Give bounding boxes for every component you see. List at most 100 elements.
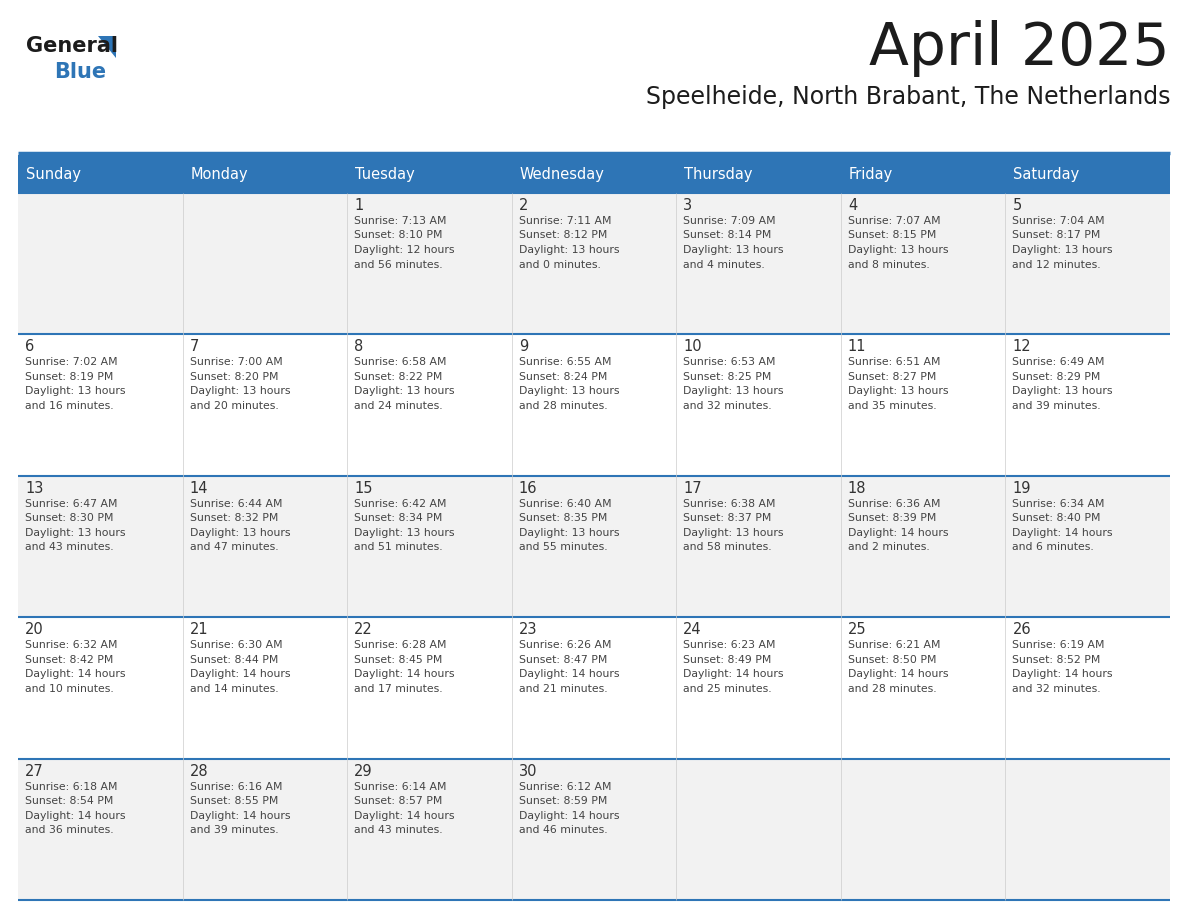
- Text: Daylight: 13 hours: Daylight: 13 hours: [1012, 386, 1113, 397]
- Text: Sunset: 8:10 PM: Sunset: 8:10 PM: [354, 230, 443, 241]
- Bar: [18, 155, 183, 193]
- Text: Daylight: 13 hours: Daylight: 13 hours: [683, 386, 784, 397]
- Text: 9: 9: [519, 340, 527, 354]
- Text: and 0 minutes.: and 0 minutes.: [519, 260, 601, 270]
- Text: and 24 minutes.: and 24 minutes.: [354, 401, 443, 411]
- Bar: [347, 334, 512, 476]
- Text: Daylight: 14 hours: Daylight: 14 hours: [519, 669, 619, 679]
- Text: 13: 13: [25, 481, 44, 496]
- Text: and 4 minutes.: and 4 minutes.: [683, 260, 765, 270]
- Text: Daylight: 13 hours: Daylight: 13 hours: [190, 386, 290, 397]
- Text: 2: 2: [519, 198, 529, 213]
- Text: Sunrise: 6:21 AM: Sunrise: 6:21 AM: [848, 640, 941, 650]
- Text: Sunset: 8:22 PM: Sunset: 8:22 PM: [354, 372, 442, 382]
- Text: Sunset: 8:19 PM: Sunset: 8:19 PM: [25, 372, 113, 382]
- Text: and 58 minutes.: and 58 minutes.: [683, 543, 772, 553]
- Text: 23: 23: [519, 622, 537, 637]
- Bar: [18, 334, 183, 476]
- Text: and 36 minutes.: and 36 minutes.: [25, 825, 114, 835]
- Text: Sunrise: 6:58 AM: Sunrise: 6:58 AM: [354, 357, 447, 367]
- Text: Blue: Blue: [53, 62, 106, 82]
- Text: Wednesday: Wednesday: [519, 166, 605, 182]
- Bar: [841, 334, 1005, 476]
- Bar: [512, 193, 676, 334]
- Text: Sunset: 8:30 PM: Sunset: 8:30 PM: [25, 513, 114, 523]
- Text: 20: 20: [25, 622, 44, 637]
- Text: Sunset: 8:35 PM: Sunset: 8:35 PM: [519, 513, 607, 523]
- Bar: [512, 334, 676, 476]
- Text: Sunset: 8:27 PM: Sunset: 8:27 PM: [848, 372, 936, 382]
- Text: Sunset: 8:37 PM: Sunset: 8:37 PM: [683, 513, 772, 523]
- Text: and 43 minutes.: and 43 minutes.: [25, 543, 114, 553]
- Bar: [1005, 758, 1170, 900]
- Text: Sunrise: 6:12 AM: Sunrise: 6:12 AM: [519, 781, 611, 791]
- Text: Daylight: 13 hours: Daylight: 13 hours: [519, 528, 619, 538]
- Bar: [347, 476, 512, 617]
- Text: Sunrise: 7:00 AM: Sunrise: 7:00 AM: [190, 357, 283, 367]
- Text: Sunrise: 6:44 AM: Sunrise: 6:44 AM: [190, 498, 282, 509]
- Text: Sunset: 8:17 PM: Sunset: 8:17 PM: [1012, 230, 1101, 241]
- Text: Sunrise: 6:53 AM: Sunrise: 6:53 AM: [683, 357, 776, 367]
- Text: Sunset: 8:40 PM: Sunset: 8:40 PM: [1012, 513, 1101, 523]
- Text: and 55 minutes.: and 55 minutes.: [519, 543, 607, 553]
- Text: Sunrise: 7:02 AM: Sunrise: 7:02 AM: [25, 357, 118, 367]
- Text: and 2 minutes.: and 2 minutes.: [848, 543, 929, 553]
- Text: Sunset: 8:50 PM: Sunset: 8:50 PM: [848, 655, 936, 665]
- Bar: [1005, 617, 1170, 758]
- Bar: [676, 617, 841, 758]
- Text: 15: 15: [354, 481, 373, 496]
- Text: and 10 minutes.: and 10 minutes.: [25, 684, 114, 694]
- Text: Sunrise: 7:09 AM: Sunrise: 7:09 AM: [683, 216, 776, 226]
- Text: Daylight: 14 hours: Daylight: 14 hours: [354, 811, 455, 821]
- Text: Sunset: 8:29 PM: Sunset: 8:29 PM: [1012, 372, 1101, 382]
- Text: Sunrise: 6:55 AM: Sunrise: 6:55 AM: [519, 357, 611, 367]
- Text: and 28 minutes.: and 28 minutes.: [519, 401, 607, 411]
- Text: 1: 1: [354, 198, 364, 213]
- Bar: [183, 334, 347, 476]
- Text: 7: 7: [190, 340, 198, 354]
- Text: Friday: Friday: [849, 166, 893, 182]
- Text: and 14 minutes.: and 14 minutes.: [190, 684, 278, 694]
- Text: Tuesday: Tuesday: [355, 166, 415, 182]
- Text: Sunset: 8:45 PM: Sunset: 8:45 PM: [354, 655, 442, 665]
- Bar: [18, 193, 183, 334]
- Bar: [1005, 155, 1170, 193]
- Bar: [512, 476, 676, 617]
- Text: Monday: Monday: [190, 166, 248, 182]
- Text: Sunrise: 7:07 AM: Sunrise: 7:07 AM: [848, 216, 941, 226]
- Bar: [183, 155, 347, 193]
- Text: 25: 25: [848, 622, 866, 637]
- Text: Daylight: 14 hours: Daylight: 14 hours: [519, 811, 619, 821]
- Text: Sunset: 8:44 PM: Sunset: 8:44 PM: [190, 655, 278, 665]
- Text: Sunrise: 6:26 AM: Sunrise: 6:26 AM: [519, 640, 611, 650]
- Text: and 6 minutes.: and 6 minutes.: [1012, 543, 1094, 553]
- Text: 24: 24: [683, 622, 702, 637]
- Text: 10: 10: [683, 340, 702, 354]
- Text: Sunrise: 6:32 AM: Sunrise: 6:32 AM: [25, 640, 118, 650]
- Text: and 16 minutes.: and 16 minutes.: [25, 401, 114, 411]
- Text: Sunset: 8:34 PM: Sunset: 8:34 PM: [354, 513, 442, 523]
- Text: and 39 minutes.: and 39 minutes.: [190, 825, 278, 835]
- Text: 28: 28: [190, 764, 208, 778]
- Bar: [841, 193, 1005, 334]
- Text: Daylight: 14 hours: Daylight: 14 hours: [683, 669, 784, 679]
- Bar: [841, 476, 1005, 617]
- Text: April 2025: April 2025: [870, 20, 1170, 77]
- Text: Sunset: 8:49 PM: Sunset: 8:49 PM: [683, 655, 772, 665]
- Bar: [512, 758, 676, 900]
- Bar: [841, 155, 1005, 193]
- Text: and 35 minutes.: and 35 minutes.: [848, 401, 936, 411]
- Bar: [183, 193, 347, 334]
- Bar: [1005, 334, 1170, 476]
- Bar: [18, 758, 183, 900]
- Bar: [183, 758, 347, 900]
- Bar: [18, 476, 183, 617]
- Bar: [676, 334, 841, 476]
- Text: and 21 minutes.: and 21 minutes.: [519, 684, 607, 694]
- Text: Speelheide, North Brabant, The Netherlands: Speelheide, North Brabant, The Netherlan…: [645, 85, 1170, 109]
- Text: General: General: [26, 36, 118, 56]
- Text: Sunset: 8:42 PM: Sunset: 8:42 PM: [25, 655, 113, 665]
- Text: Daylight: 13 hours: Daylight: 13 hours: [1012, 245, 1113, 255]
- Text: Sunrise: 6:14 AM: Sunrise: 6:14 AM: [354, 781, 447, 791]
- Text: Sunrise: 6:49 AM: Sunrise: 6:49 AM: [1012, 357, 1105, 367]
